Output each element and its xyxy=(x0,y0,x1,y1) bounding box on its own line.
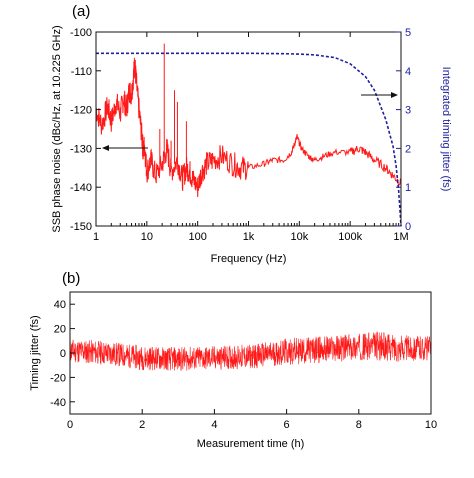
b-x-tick-label: 10 xyxy=(425,419,437,431)
b-y-tick-label: 40 xyxy=(54,299,66,311)
a-y2-tick-label: 0 xyxy=(405,221,411,233)
a-x-tick-label: 10 xyxy=(141,231,153,243)
b-y-tick-label: -20 xyxy=(50,372,66,384)
a-y2-tick-label: 5 xyxy=(405,27,411,39)
panel-b-x-axis-label: Measurement time (h) xyxy=(197,438,305,450)
panel-b-label: (b) xyxy=(62,270,80,287)
panel-b-y-ticks: -40 -20 0 20 40 xyxy=(50,299,75,409)
panel-b-y-axis-label: Timing jitter (fs) xyxy=(29,315,41,390)
a-y2-tick-label: 2 xyxy=(405,143,411,155)
panel-a: (a) 1 10 100 1k 10k 100k 1M -150-140-130-120-1… xyxy=(51,3,452,265)
a-x-tick-label: 100 xyxy=(188,231,206,243)
a-x-tick-label: 1M xyxy=(393,231,408,243)
b-x-tick-label: 4 xyxy=(211,419,217,431)
a-y2-tick-label: 4 xyxy=(405,66,411,78)
a-y-tick-label: -150 xyxy=(70,221,92,233)
phase-noise-series xyxy=(95,57,402,198)
timing-jitter-series xyxy=(69,331,432,371)
a-y-tick-label: -140 xyxy=(70,182,92,194)
a-x-tick-label: 1k xyxy=(243,231,255,243)
panel-b-plot-area xyxy=(69,331,432,371)
b-y-tick-label: 0 xyxy=(60,348,66,360)
a-x-tick-label: 10k xyxy=(290,231,308,243)
b-x-tick-label: 2 xyxy=(139,419,145,431)
b-y-tick-label: 20 xyxy=(54,324,66,336)
panel-a-y-axis-label: SSB phase noise (dBc/Hz, at 10.225 GHz) xyxy=(51,25,63,232)
b-x-tick-label: 6 xyxy=(284,419,290,431)
a-y-tick-label: -110 xyxy=(71,66,92,78)
panel-a-label: (a) xyxy=(72,3,90,20)
a-y2-tick-label: 3 xyxy=(405,105,411,117)
panel-a-y-ticks: -150 -140 -130 -120 -110 -100 xyxy=(70,27,101,233)
integrated-jitter-series xyxy=(96,52,402,227)
panel-a-y2-ticks: 0 1 2 3 4 5 xyxy=(396,27,411,233)
b-x-tick-label: 8 xyxy=(356,419,362,431)
a-y-tick-label: -100 xyxy=(70,27,92,39)
arrow-right-to-jitter-axis xyxy=(361,92,398,98)
panel-a-y2-axis-label: Integrated timing jitter (fs) xyxy=(440,67,452,192)
b-y-tick-label: -40 xyxy=(50,397,66,409)
panel-a-plot-area xyxy=(95,43,402,227)
panel-a-x-axis-label: Frequency (Hz) xyxy=(211,253,287,265)
b-x-tick-label: 0 xyxy=(67,419,73,431)
a-y2-tick-label: 1 xyxy=(405,182,411,194)
panel-a-x-ticks: 1 10 100 1k 10k 100k 1M xyxy=(93,32,409,243)
a-x-tick-label: 100k xyxy=(338,231,362,243)
panel-b: (b) 0 2 4 6 8 10 -40 -20 0 20 40 Measurement time… xyxy=(29,270,437,450)
panel-b-x-ticks: 0 2 4 6 8 10 xyxy=(67,409,437,431)
a-y-tick-label: -120 xyxy=(70,105,92,117)
arrow-left-to-phase-noise-axis xyxy=(102,145,148,151)
a-y-tick-label: -130 xyxy=(70,143,92,155)
a-x-tick-label: 1 xyxy=(93,231,99,243)
